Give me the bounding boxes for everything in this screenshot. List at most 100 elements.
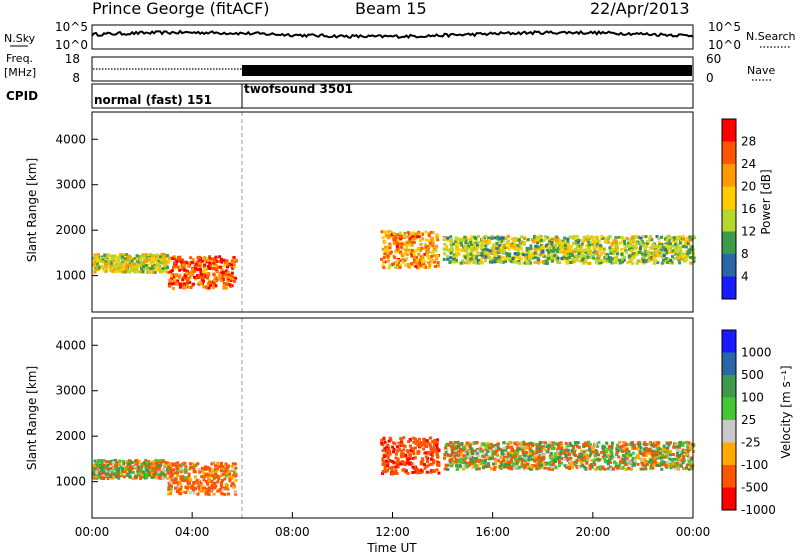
scatter-cell-morning_enhancement	[172, 275, 176, 279]
noise-left-tick-top: 10^5	[55, 20, 88, 34]
scatter-cell-afternoon_band	[554, 241, 558, 245]
scatter-cell-afternoon_band	[575, 248, 579, 252]
scatter-cell-noon_patch	[410, 262, 413, 266]
scatter-cell-afternoon_band	[572, 236, 575, 240]
scatter-cell-afternoon_band	[483, 460, 487, 464]
scatter-cell-noon_patch	[413, 437, 417, 441]
scatter-cell-afternoon_band	[665, 460, 669, 464]
scatter-cell-afternoon_band	[635, 252, 639, 256]
scatter-cell-morning_enhancement	[230, 271, 234, 275]
scatter-cell-early_band	[102, 459, 106, 462]
scatter-cell-morning_enhancement	[200, 475, 204, 479]
scatter-cell-noon_patch	[392, 447, 396, 451]
scatter-cell-afternoon_band	[487, 464, 491, 468]
scatter-cell-noon_patch	[428, 264, 432, 267]
scatter-cell-afternoon_band	[503, 463, 507, 467]
scatter-cell-afternoon_band	[459, 449, 463, 453]
scatter-cell-noon_patch	[409, 232, 413, 236]
scatter-cell-noon_patch	[387, 439, 391, 443]
scatter-cell-afternoon_band	[650, 443, 654, 447]
scatter-cell-afternoon_band	[538, 235, 542, 239]
scatter-cell-noon_patch	[380, 257, 383, 261]
x-tick-label: 16:00	[475, 525, 510, 539]
scatter-cell-morning_enhancement	[172, 468, 176, 472]
scatter-cell-afternoon_band	[595, 450, 599, 454]
scatter-cell-early_band	[166, 468, 169, 471]
scatter-cell-afternoon_band	[577, 245, 581, 248]
scatter-cell-morning_enhancement	[221, 479, 224, 482]
scatter-cell-afternoon_band	[486, 444, 490, 448]
scatter-cell-early_band	[162, 468, 165, 471]
scatter-cell-noon_patch	[394, 250, 397, 254]
scatter-cell-noon_patch	[419, 441, 423, 444]
scatter-cell-afternoon_band	[575, 459, 579, 462]
scatter-cell-afternoon_band	[476, 454, 480, 458]
scatter-cell-afternoon_band	[573, 237, 577, 241]
scatter-cell-afternoon_band	[566, 466, 570, 470]
scatter-cell-early_band	[152, 266, 156, 270]
scatter-cell-morning_enhancement	[182, 282, 186, 286]
scatter-cell-afternoon_band	[466, 258, 470, 262]
scatter-cell-afternoon_band	[448, 454, 452, 458]
scatter-cell-afternoon_band	[570, 466, 574, 469]
scatter-cell-noon_patch	[400, 442, 404, 446]
scatter-cell-afternoon_band	[620, 257, 624, 261]
scatter-cell-noon_patch	[415, 256, 419, 260]
scatter-cell-afternoon_band	[460, 261, 464, 265]
scatter-cell-afternoon_band	[509, 259, 513, 263]
scatter-cell-early_band	[140, 262, 144, 266]
scatter-cell-afternoon_band	[510, 467, 513, 471]
scatter-cell-noon_patch	[404, 453, 408, 457]
scatter-cell-afternoon_band	[510, 455, 514, 459]
scatter-cell-early_band	[111, 259, 115, 263]
colorbar-tick-label: 12	[741, 225, 756, 239]
scatter-cell-morning_enhancement	[182, 285, 186, 289]
scatter-cell-early_band	[108, 462, 112, 466]
scatter-cell-afternoon_band	[573, 450, 576, 454]
scatter-cell-noon_patch	[380, 230, 384, 234]
scatter-cell-morning_enhancement	[184, 277, 188, 281]
scatter-cell-afternoon_band	[554, 455, 558, 459]
scatter-cell-afternoon_band	[468, 242, 472, 246]
scatter-cell-afternoon_band	[608, 235, 612, 238]
scatter-cell-afternoon_band	[442, 257, 446, 261]
scatter-cell-noon_patch	[423, 444, 427, 448]
scatter-cell-morning_enhancement	[199, 273, 203, 277]
scatter-cell-afternoon_band	[515, 461, 519, 465]
scatter-cell-noon_patch	[415, 439, 419, 443]
scatter-cell-afternoon_band	[591, 446, 595, 450]
colorbar-swatch	[722, 209, 736, 232]
scatter-cell-morning_enhancement	[176, 469, 180, 473]
scatter-cell-afternoon_band	[504, 453, 507, 456]
scatter-cell-noon_patch	[381, 459, 385, 462]
scatter-cell-afternoon_band	[459, 447, 462, 451]
scatter-cell-afternoon_band	[519, 247, 523, 251]
scatter-cell-morning_enhancement	[199, 481, 203, 485]
scatter-cell-morning_enhancement	[232, 261, 236, 265]
scatter-cell-noon_patch	[393, 472, 397, 476]
scatter-cell-afternoon_band	[686, 454, 690, 458]
scatter-cell-afternoon_band	[513, 441, 517, 445]
scatter-cell-afternoon_band	[544, 449, 548, 453]
scatter-cell-morning_enhancement	[224, 486, 228, 490]
scatter-cell-afternoon_band	[684, 240, 687, 243]
scatter-cell-afternoon_band	[606, 236, 610, 240]
scatter-cell-afternoon_band	[504, 459, 508, 463]
scatter-cell-noon_patch	[387, 266, 391, 270]
scatter-cell-afternoon_band	[663, 248, 667, 252]
scatter-cell-afternoon_band	[615, 447, 619, 451]
scatter-cell-afternoon_band	[538, 447, 542, 450]
scatter-cell-noon_patch	[394, 235, 398, 239]
scatter-cell-afternoon_band	[502, 455, 506, 459]
scatter-cell-afternoon_band	[490, 235, 494, 239]
scatter-cell-early_band	[150, 464, 154, 468]
scatter-cell-afternoon_band	[684, 245, 688, 249]
scatter-cell-afternoon_band	[479, 462, 483, 466]
scatter-cell-early_band	[106, 477, 110, 480]
scatter-cell-afternoon_band	[652, 257, 656, 261]
scatter-cell-afternoon_band	[480, 245, 484, 249]
scatter-cell-noon_patch	[437, 449, 441, 453]
scatter-cell-early_band	[112, 265, 115, 269]
scatter-cell-afternoon_band	[474, 464, 478, 468]
scatter-cell-afternoon_band	[537, 464, 541, 468]
